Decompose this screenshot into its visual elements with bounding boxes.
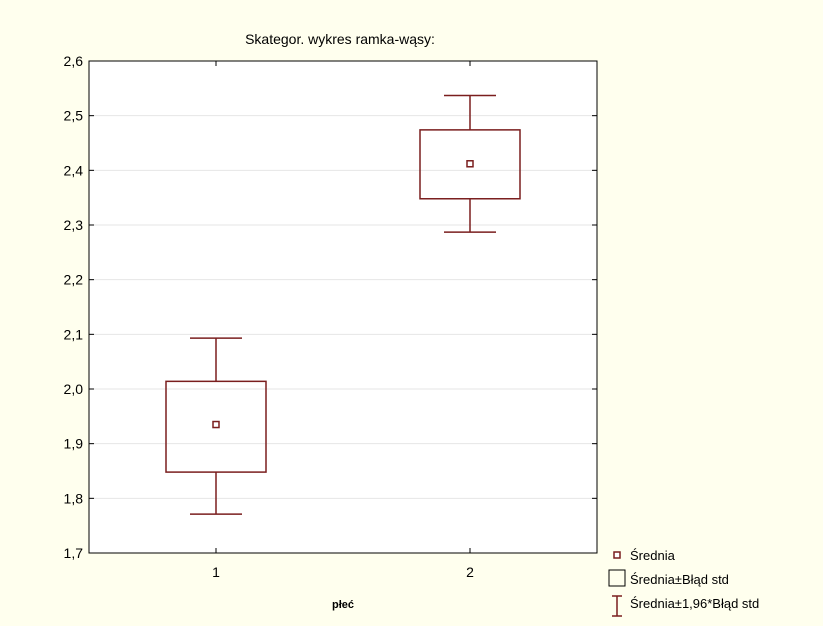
y-tick-label: 2,4 [64, 162, 84, 178]
legend-item: Średnia±1,96*Błąd std [612, 595, 759, 617]
legend: Średnia Średnia±Błąd std Średnia±1,96*Błąd… [608, 548, 759, 617]
mean-marker [212, 420, 220, 429]
legend-label: Średnia±1,96*Błąd std [630, 596, 759, 611]
x-axis-label: płeć [332, 599, 354, 611]
x-tick-label: 2 [466, 564, 474, 580]
plot-area [88, 60, 598, 554]
std-error-box [419, 129, 521, 200]
y-tick-label: 2,5 [64, 108, 84, 124]
y-tick-label: 2,2 [64, 272, 84, 288]
y-tick-label: 1,8 [64, 490, 84, 506]
legend-box-symbol [608, 569, 626, 587]
y-tick-label: 2,1 [64, 326, 84, 342]
legend-item: Średnia±Błąd std [608, 569, 729, 587]
legend-item: Średnia [613, 548, 676, 563]
legend-label: Średnia±Błąd std [630, 572, 729, 587]
legend-mean-symbol [613, 551, 621, 559]
mean-marker [466, 160, 474, 168]
y-axis-ticks: 1,7 1,8 1,9 2,0 2,1 2,2 2,3 2,4 2,5 2,6 [64, 53, 597, 561]
legend-label: Średnia [630, 548, 676, 563]
x-tick-label: 1 [212, 564, 220, 580]
plot-frame [88, 60, 598, 554]
grid-lines [89, 115, 597, 499]
box-group [419, 94, 521, 233]
y-tick-label: 1,7 [64, 545, 84, 561]
chart-title: Skategor. wykres ramka-wąsy: [245, 31, 435, 47]
y-tick-label: 1,9 [64, 436, 84, 452]
box-series [165, 94, 521, 515]
y-tick-label: 2,6 [64, 53, 84, 69]
y-tick-label: 2,3 [64, 217, 84, 233]
std-error-box [165, 380, 267, 473]
y-tick-label: 2,0 [64, 381, 84, 397]
box-group [165, 337, 267, 515]
